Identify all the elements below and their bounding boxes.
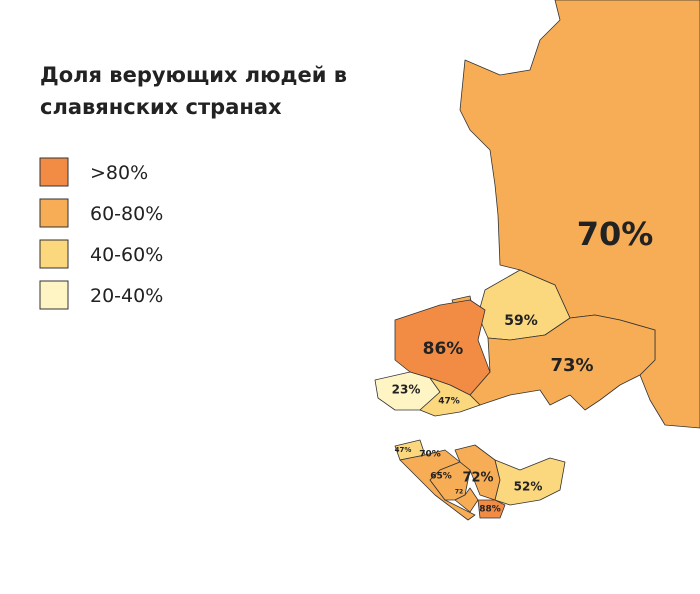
bulgaria bbox=[494, 457, 566, 506]
legend-swatch bbox=[39, 280, 69, 310]
region-label: 65% bbox=[430, 472, 452, 482]
legend: >80% 60-80% 40-60% 20-40% bbox=[39, 157, 163, 310]
title: славянских странах bbox=[40, 95, 282, 119]
countries bbox=[374, 0, 700, 521]
north-macedonia bbox=[477, 499, 506, 519]
region-label: 70% bbox=[577, 215, 654, 253]
region-label: 88% bbox=[479, 505, 501, 515]
region-labels: 70% 59% 86% 73% 23% 47% 47% 70% 65% 72% … bbox=[392, 215, 654, 515]
slovakia bbox=[419, 377, 481, 417]
region-label: 47% bbox=[438, 397, 460, 407]
region-label: 23% bbox=[392, 383, 421, 397]
legend-label: 40-60% bbox=[90, 244, 163, 266]
region-label: 47% bbox=[395, 446, 412, 454]
legend-label: >80% bbox=[90, 162, 148, 184]
title: Доля верующих людей в bbox=[40, 63, 347, 87]
ukraine bbox=[469, 314, 656, 411]
montenegro bbox=[454, 487, 479, 513]
region-label: 59% bbox=[504, 313, 538, 329]
legend-label: 20-40% bbox=[90, 285, 163, 307]
region-label: 70% bbox=[419, 450, 441, 460]
region-label: 73% bbox=[550, 355, 593, 376]
legend-label: 60-80% bbox=[90, 203, 163, 225]
region-label: 86% bbox=[423, 339, 464, 359]
region-label: 72 bbox=[455, 489, 463, 496]
region-label: 52% bbox=[514, 480, 543, 494]
region-label: 72% bbox=[462, 471, 493, 486]
legend-swatch bbox=[39, 239, 69, 269]
legend-swatch bbox=[39, 198, 69, 228]
legend-swatch bbox=[39, 157, 69, 187]
poland bbox=[394, 299, 491, 396]
